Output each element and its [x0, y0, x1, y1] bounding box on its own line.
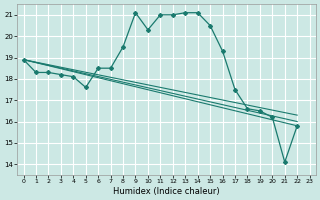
X-axis label: Humidex (Indice chaleur): Humidex (Indice chaleur): [113, 187, 220, 196]
